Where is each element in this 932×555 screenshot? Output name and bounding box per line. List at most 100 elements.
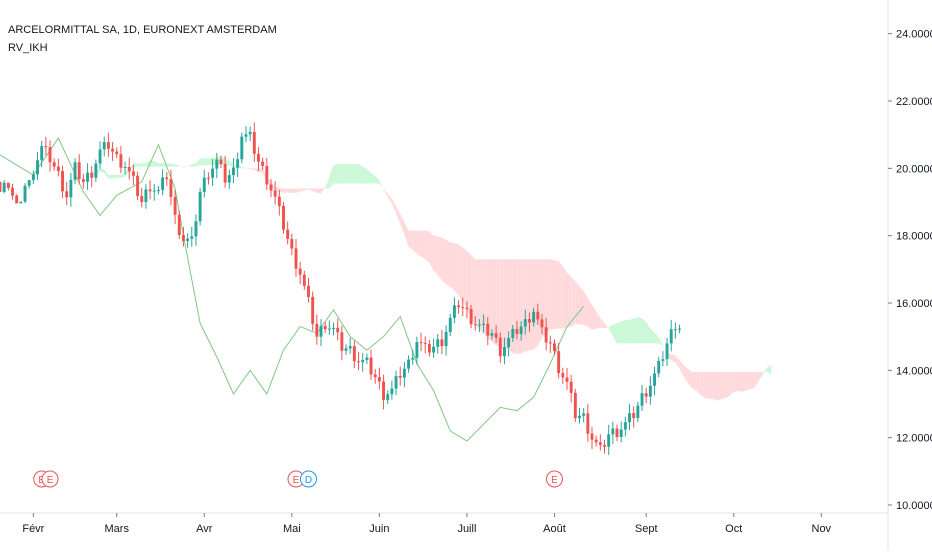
candle-body	[352, 346, 356, 362]
candle-body	[98, 149, 102, 164]
candle-body	[190, 236, 194, 239]
cloud-segment	[692, 372, 697, 391]
candle-body	[261, 161, 265, 166]
candle-body	[0, 181, 2, 192]
cloud-segment	[725, 372, 730, 399]
candle-body	[394, 376, 398, 389]
time-axis[interactable]: Févr Mars Avr Mai Juin Juill Août Sept Oct Nov	[0, 512, 888, 535]
cloud-segment	[437, 236, 442, 281]
earnings-marker[interactable]	[41, 470, 59, 488]
candle-body	[319, 325, 323, 337]
cloud-segment	[429, 231, 434, 271]
candle-body	[294, 248, 298, 269]
candle-body	[302, 274, 306, 286]
candle-body	[315, 323, 319, 337]
cloud-segment	[325, 176, 330, 189]
candle-body	[298, 268, 302, 275]
dividend-marker[interactable]	[300, 470, 318, 488]
earnings-marker-label: E	[47, 475, 54, 486]
candle-body	[615, 428, 619, 437]
price-tick-label: 12.00000	[896, 433, 932, 445]
cloud-segment	[541, 259, 547, 338]
price-tick-label: 18.00000	[896, 231, 932, 243]
cloud-segment	[316, 188, 322, 194]
candle-body	[598, 442, 602, 446]
time-tick-label: Mars	[105, 523, 130, 535]
cloud-segment	[254, 168, 259, 173]
cloud-segment	[200, 158, 205, 165]
cloud-segment	[729, 372, 734, 397]
candle-body	[544, 327, 548, 343]
event-markers[interactable]: EEEDE	[33, 470, 563, 488]
cloud-segment	[154, 160, 159, 167]
earnings-marker[interactable]	[545, 470, 563, 488]
cloud-segment	[504, 259, 509, 350]
candle-body	[269, 184, 273, 191]
cloud-segment	[491, 259, 497, 346]
cloud-segment	[721, 372, 726, 400]
cloud-segment	[708, 372, 713, 399]
cloud-segment	[308, 188, 313, 192]
cloud-segment	[400, 213, 405, 235]
candle-body	[528, 319, 531, 323]
candle-body	[265, 165, 269, 185]
candle-body	[515, 328, 519, 334]
candle-body	[390, 388, 394, 395]
candle-body	[502, 347, 506, 357]
candle-body	[573, 392, 577, 419]
candle-body	[36, 160, 39, 175]
cloud-segment	[558, 260, 563, 329]
cloud-segment	[421, 230, 426, 260]
candle-body	[407, 359, 411, 369]
cloud-segment	[300, 188, 305, 192]
candle-body	[115, 151, 119, 155]
candle-body	[436, 339, 440, 347]
candle-body	[398, 376, 402, 378]
cloud-segment	[466, 250, 472, 319]
candle-body	[223, 163, 227, 183]
candle-body	[419, 342, 423, 344]
cloud-segment	[250, 168, 255, 171]
candle-body	[77, 162, 81, 180]
symbol-title[interactable]: ARCELORMITTAL SA, 1D, EURONEXT AMSTERDAM	[8, 24, 277, 36]
candle-body	[448, 317, 452, 332]
candle-body	[194, 221, 198, 237]
cloud-segment	[366, 169, 372, 184]
candle-body	[361, 359, 365, 363]
cloud-segment	[587, 297, 592, 330]
cloud-segment	[270, 181, 276, 192]
candle-body	[131, 171, 135, 176]
cloud-segment	[304, 188, 309, 191]
candle-body	[323, 325, 327, 330]
candle-body	[73, 162, 77, 180]
candle-body	[607, 434, 611, 447]
cloud-segment	[166, 163, 171, 167]
cloud-segment	[387, 193, 392, 205]
price-tick-label: 22.00000	[896, 96, 932, 108]
cloud-segment	[717, 372, 722, 401]
cloud-segment	[133, 163, 138, 167]
candle-body	[473, 324, 477, 326]
candle-body	[102, 142, 106, 150]
price-tick-label: 24.00000	[896, 29, 932, 41]
candle-body	[578, 415, 581, 419]
cloud-segment	[454, 243, 459, 296]
candle-body	[6, 182, 10, 188]
candle-body	[340, 332, 344, 351]
earnings-marker-label: E	[293, 475, 300, 486]
price-tick-label: 14.00000	[896, 365, 932, 377]
ichimoku-cloud	[91, 156, 772, 401]
candle-body	[590, 433, 594, 440]
price-candles	[0, 122, 682, 455]
price-axis[interactable]: 10.00000 12.00000 14.00000 16.00000 18.00000…	[887, 0, 932, 550]
indicator-name[interactable]: RV_IKH	[8, 42, 48, 54]
cloud-segment	[608, 324, 613, 336]
candle-body	[444, 331, 448, 347]
candle-body	[494, 333, 498, 338]
cloud-segment	[408, 230, 413, 250]
lagging-span	[0, 137, 585, 442]
cloud-segment	[425, 230, 430, 263]
candle-body	[23, 185, 27, 202]
